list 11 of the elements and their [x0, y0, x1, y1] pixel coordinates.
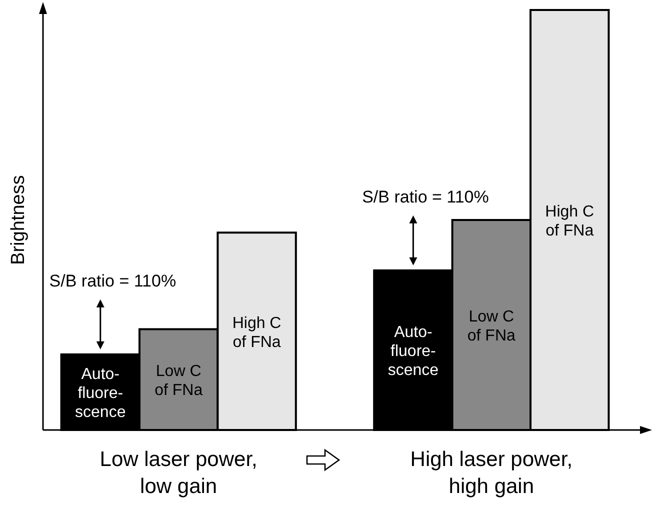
x-tick-label: Low laser power, low gain — [100, 448, 258, 498]
x-tick-label: High laser power, high gain — [410, 448, 573, 498]
text: Auto- fluore- scence — [388, 324, 439, 380]
text: High C of FNa — [545, 204, 594, 240]
annotation: S/B ratio = 110% — [362, 187, 489, 206]
legend-label: Auto- fluore- scence — [75, 366, 126, 422]
annotation: S/B ratio = 110% — [49, 271, 176, 290]
text: Low C of FNa — [154, 363, 203, 400]
series-label: High C of FNa — [232, 314, 282, 351]
series-label: Low C of FNa — [467, 308, 516, 344]
y-axis-title: Brightness — [8, 175, 29, 265]
